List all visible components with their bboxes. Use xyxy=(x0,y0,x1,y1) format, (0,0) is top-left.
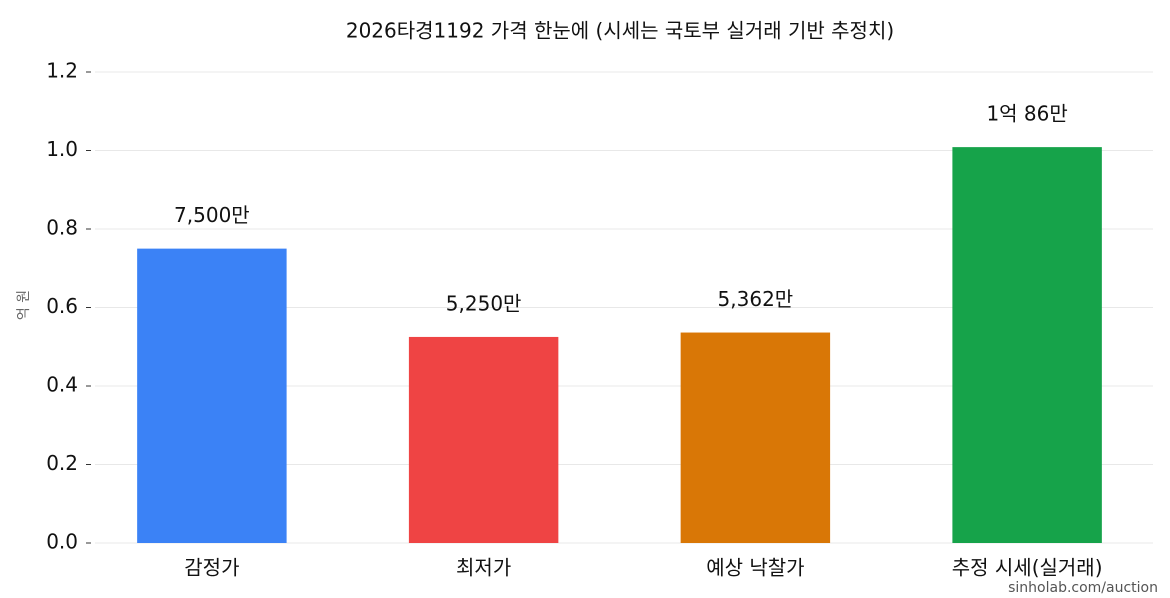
chart-title: 2026타경1192 가격 한눈에 (시세는 국토부 실거래 기반 추정치) xyxy=(346,19,894,43)
bar xyxy=(137,248,287,543)
bar xyxy=(680,332,831,543)
y-tick-label: 1.0 xyxy=(46,137,78,161)
x-tick-label: 감정가 xyxy=(184,556,239,580)
x-tick-label: 추정 시세(실거래) xyxy=(952,556,1103,580)
watermark: sinholab.com/auction xyxy=(1008,580,1158,596)
value-label: 1억 86만 xyxy=(986,102,1067,126)
y-axis-label: 억 원 xyxy=(16,290,32,320)
x-tick-label: 최저가 xyxy=(456,556,511,580)
y-tick-label: 0.2 xyxy=(46,451,78,475)
bar xyxy=(408,336,559,543)
value-label: 5,362만 xyxy=(718,287,794,311)
value-label: 7,500만 xyxy=(174,203,250,227)
y-tick-label: 0.4 xyxy=(46,373,78,397)
y-tick-label: 1.2 xyxy=(46,59,78,83)
y-tick-label: 0.0 xyxy=(46,530,78,554)
value-label: 5,250만 xyxy=(446,291,522,315)
y-tick-label: 0.6 xyxy=(46,294,78,318)
bar xyxy=(952,147,1102,543)
y-tick-label: 0.8 xyxy=(46,216,78,240)
x-tick-label: 예상 낙찰가 xyxy=(706,556,804,580)
